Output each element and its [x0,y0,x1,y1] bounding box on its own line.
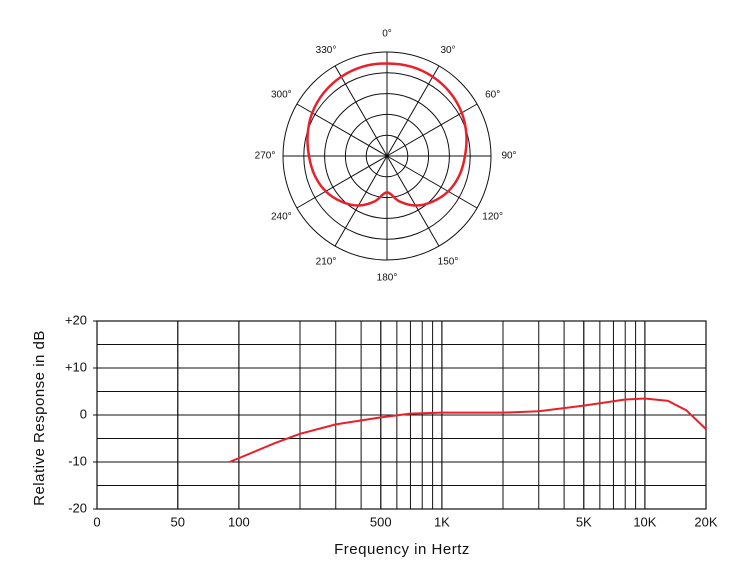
angle-label: 240° [271,212,292,223]
x-axis-label: Frequency in Hertz [334,541,470,558]
angle-label: 30° [440,45,455,56]
polar-spoke [386,155,440,247]
y-tick-label: +10 [65,359,87,374]
y-tick-label: +20 [65,312,87,327]
x-tick-label: 500 [370,514,392,529]
angle-label: 180° [377,273,398,284]
x-tick-label: 20K [694,514,717,529]
x-tick-label: 10K [633,514,656,529]
angle-label: 150° [438,256,459,267]
y-axis-label: Relative Response in dB [31,330,48,506]
y-tick-label: 0 [80,406,87,421]
angle-label: 120° [482,212,503,223]
angle-label: 0° [382,29,392,40]
x-tick-label: 5K [576,514,592,529]
y-tick-label: -10 [68,453,87,468]
polar-spoke [296,103,388,157]
polar-spoke [334,65,388,157]
polar-spoke [334,155,388,247]
polar-spoke [386,65,440,157]
x-tick-label: 50 [171,514,185,529]
polar-pattern [306,62,468,207]
x-tick-label: 0 [93,514,100,529]
polar-spoke [386,103,478,157]
angle-label: 90° [501,151,516,162]
angle-label: 330° [316,45,337,56]
x-tick-label: 100 [228,514,250,529]
angle-label: 210° [316,256,337,267]
angle-label: 300° [271,90,292,101]
y-tick-label: -20 [68,500,87,515]
response-line [229,397,707,463]
polar-spoke [386,155,478,209]
x-tick-label: 1K [434,514,450,529]
angle-label: 270° [255,151,276,162]
angle-label: 60° [485,90,500,101]
polar-spoke [296,155,388,209]
